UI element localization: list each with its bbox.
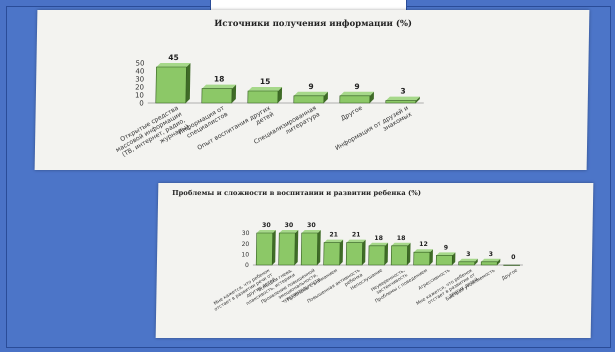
bar-side [294, 230, 299, 265]
bar [458, 261, 476, 266]
chart-title: Источники получения информации (%) [214, 18, 412, 29]
y-tick-label: 40 [135, 67, 144, 75]
bar-top [346, 239, 366, 243]
bar-top [293, 91, 328, 96]
bar-top [279, 230, 299, 233]
bar-side [277, 87, 283, 103]
bar [503, 264, 520, 266]
data-label: 21 [329, 232, 338, 239]
bar [368, 245, 386, 266]
y-tick-label: 0 [245, 262, 249, 269]
category-label: Другое [340, 105, 364, 123]
data-label: 9 [308, 82, 313, 91]
bar-top [301, 230, 321, 233]
data-label: 18 [374, 235, 383, 242]
bar-side [384, 242, 389, 265]
chart-title: Проблемы и сложности в воспитании и разв… [172, 189, 421, 197]
category-label: Открытые средствамассовой информации(ТВ,… [111, 105, 190, 167]
bar-top [156, 63, 191, 67]
sources-chart: Источники получения информации (%) 01020… [111, 18, 424, 167]
bar [323, 242, 341, 266]
bar-top [339, 91, 374, 96]
bar [293, 95, 325, 104]
bar-side [407, 242, 411, 265]
bar [201, 88, 233, 104]
data-label: 9 [354, 82, 359, 91]
bar [413, 251, 431, 266]
category-label: Информация от друзей изнакомых [334, 104, 414, 158]
data-label: 15 [260, 77, 271, 86]
bar-top [324, 239, 344, 243]
data-label: 30 [307, 222, 316, 229]
y-tick-label: 10 [135, 91, 144, 99]
data-label: 21 [352, 232, 361, 239]
category-label-line: Информация от друзей и [334, 104, 410, 152]
data-label: 18 [214, 75, 225, 84]
bar-side [369, 91, 374, 103]
category-label: Другое [501, 268, 519, 282]
bar-top [385, 96, 420, 101]
bar-top [458, 258, 478, 262]
bar [247, 90, 279, 104]
data-label: 3 [466, 251, 470, 258]
bar [385, 100, 417, 104]
bar-side [452, 252, 456, 265]
data-label: 30 [284, 222, 293, 229]
y-tick-label: 30 [242, 230, 250, 237]
chart-photo-problems: Проблемы и сложности в воспитании и разв… [155, 183, 594, 338]
bar-top [436, 252, 456, 256]
bar-side [497, 258, 501, 265]
data-label: 45 [168, 53, 179, 62]
bar-top [256, 230, 276, 233]
bar [339, 95, 371, 104]
y-tick-label: 0 [139, 99, 144, 107]
y-tick-label: 30 [135, 75, 144, 83]
bar [278, 232, 296, 266]
data-label: 18 [397, 235, 406, 242]
bar-top [202, 84, 237, 89]
bar-top [247, 87, 283, 91]
bar-top [391, 242, 411, 246]
bar-side [185, 63, 191, 103]
bar [345, 242, 363, 266]
data-label: 0 [511, 254, 516, 261]
bar-top [481, 258, 501, 262]
bar-side [474, 258, 478, 265]
bar-side [272, 230, 276, 265]
bar [435, 255, 453, 266]
bar [255, 232, 274, 266]
data-label: 12 [419, 241, 428, 248]
bar [480, 261, 498, 266]
bar-top [369, 242, 389, 246]
bar-side [231, 84, 237, 103]
chart-photo-sources: Источники получения информации (%) 0 10 20… [34, 10, 590, 170]
bar-side [323, 91, 328, 103]
bar-top [413, 249, 433, 253]
bar-side [415, 96, 420, 103]
category-label-line: Другое [501, 268, 519, 282]
bar-side [317, 230, 321, 265]
data-label: 3 [400, 87, 405, 96]
y-tick-label: 50 [135, 59, 144, 67]
bar [300, 232, 319, 266]
bar-side [429, 249, 433, 265]
bar [155, 66, 187, 104]
y-tick-label: 20 [135, 83, 144, 91]
y-tick-label: 20 [242, 241, 250, 248]
y-tick-label: 10 [241, 251, 249, 258]
bar-side [362, 239, 366, 265]
data-label: 30 [262, 222, 271, 229]
category-label-line: Другое [340, 105, 364, 123]
bar-side [339, 239, 344, 265]
data-label: 3 [489, 251, 493, 258]
problems-chart: Проблемы и сложности в воспитании и разв… [172, 189, 523, 313]
data-label: 9 [444, 244, 448, 251]
bar [390, 245, 408, 266]
